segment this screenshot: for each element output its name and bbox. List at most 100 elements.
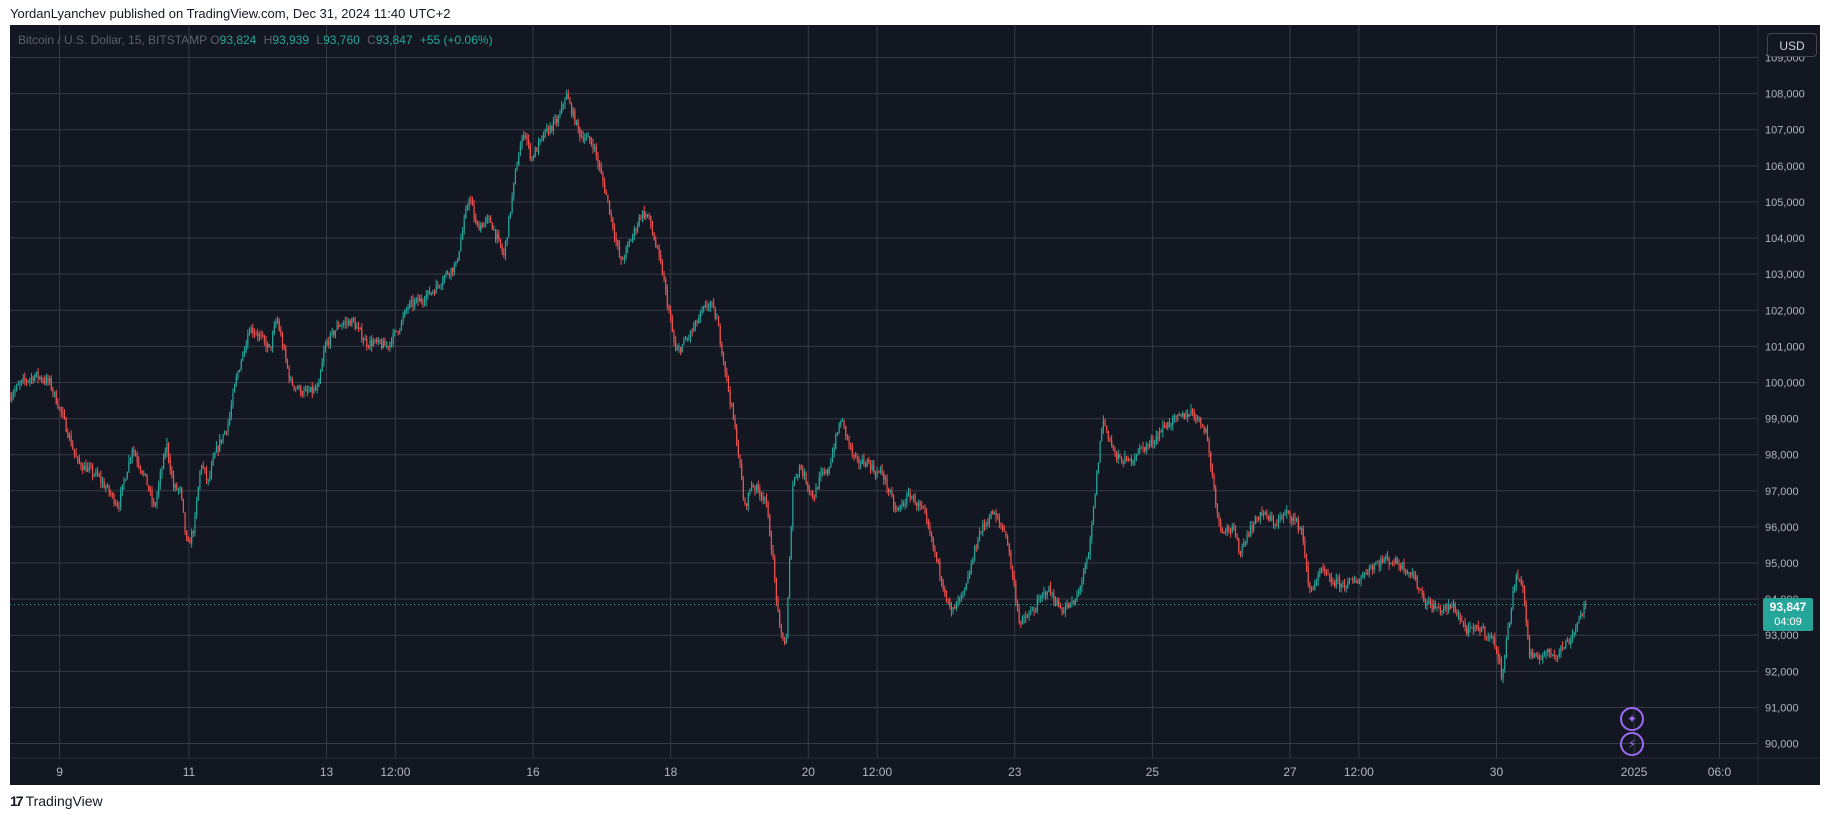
candle-body xyxy=(313,388,315,394)
candle-body xyxy=(197,486,199,501)
candle-body xyxy=(987,523,989,525)
candle-body xyxy=(344,321,346,324)
candle-body xyxy=(788,558,791,598)
candle-body xyxy=(921,506,923,507)
candle-body xyxy=(1086,558,1088,565)
candle-body xyxy=(121,484,123,493)
candle-body xyxy=(339,325,341,327)
candle-body xyxy=(425,295,427,302)
candle-body xyxy=(308,391,310,393)
candle-body xyxy=(437,284,439,286)
candle-body xyxy=(123,481,125,485)
symbol-legend[interactable]: Bitcoin / U.S. Dollar, 15, BITSTAMP O93,… xyxy=(18,33,493,47)
candle-body xyxy=(455,261,457,266)
candle-body xyxy=(1332,582,1334,584)
candle-body xyxy=(769,516,771,537)
candle-body xyxy=(1279,517,1281,519)
candle-body xyxy=(326,341,328,344)
candle-body xyxy=(599,164,601,168)
candle-body xyxy=(534,148,536,157)
candle-body xyxy=(1542,655,1544,660)
candle-body xyxy=(1284,513,1286,515)
candle-body xyxy=(1433,604,1435,611)
candle-body xyxy=(600,167,602,174)
candle-body xyxy=(486,218,488,220)
y-tick-label: 97,000 xyxy=(1765,486,1799,498)
candle-body xyxy=(1472,627,1474,631)
last-price-value: 93,847 xyxy=(1769,600,1807,614)
candle-body xyxy=(1431,603,1433,611)
candle-body xyxy=(1510,608,1512,623)
candle-body xyxy=(985,523,987,526)
candle-body xyxy=(187,540,189,542)
candle-body xyxy=(1153,442,1156,444)
candle-body xyxy=(1520,579,1522,585)
candle-body xyxy=(1340,583,1342,588)
candle-body xyxy=(845,425,847,436)
candle-body xyxy=(154,504,156,505)
candle-body xyxy=(1256,516,1258,519)
candle-body xyxy=(73,449,76,454)
candle-body xyxy=(1481,628,1483,633)
candle-body xyxy=(149,490,151,492)
candle-body xyxy=(1002,526,1004,530)
candle-body xyxy=(357,326,360,328)
candle-body xyxy=(1561,646,1564,649)
candle-body xyxy=(1106,425,1108,431)
sparkle-icon[interactable]: ✦ xyxy=(1620,707,1644,731)
candle-body xyxy=(810,491,812,492)
candle-body xyxy=(243,351,246,353)
candle-body xyxy=(1446,605,1448,610)
candle-body xyxy=(1423,594,1425,602)
candle-body xyxy=(101,481,104,483)
candle-body xyxy=(141,470,143,474)
candle-body xyxy=(1071,600,1073,603)
candle-body xyxy=(1078,590,1080,595)
currency-button[interactable]: USD xyxy=(1767,33,1817,57)
candle-body xyxy=(63,413,66,419)
lightning-icon[interactable]: ⚡ xyxy=(1620,732,1644,756)
candle-body xyxy=(592,144,594,149)
candle-body xyxy=(1314,583,1316,590)
candle-body xyxy=(780,625,782,633)
candle-body xyxy=(491,222,493,230)
candle-body xyxy=(456,259,459,262)
candle-body xyxy=(972,559,974,564)
candle-body xyxy=(1149,443,1151,446)
candle-body xyxy=(105,487,107,489)
candle-body xyxy=(164,452,166,456)
candle-body xyxy=(922,506,924,509)
chart-area[interactable]: 90,00091,00092,00093,00094,00095,00096,0… xyxy=(10,25,1820,785)
candle-body xyxy=(589,136,591,142)
candle-body xyxy=(757,484,759,490)
candle-body xyxy=(453,265,455,273)
candle-body xyxy=(1063,612,1065,613)
candle-body xyxy=(582,135,584,141)
candle-body xyxy=(831,452,834,462)
legend-close-value: 93,847 xyxy=(375,33,413,47)
candle-body xyxy=(1372,566,1374,570)
price-chart[interactable]: 90,00091,00092,00093,00094,00095,00096,0… xyxy=(10,25,1820,785)
candle-body xyxy=(978,531,981,542)
candle-body xyxy=(257,333,259,337)
candle-body xyxy=(595,147,597,156)
candle-body xyxy=(381,343,383,348)
candle-body xyxy=(1044,591,1047,596)
candle-body xyxy=(52,389,54,393)
candle-body xyxy=(214,452,216,458)
candle-body xyxy=(232,392,234,406)
candle-body xyxy=(1523,587,1526,603)
candle-body xyxy=(323,351,325,362)
candle-body xyxy=(1519,578,1521,580)
candle-body xyxy=(1020,621,1022,624)
candle-body xyxy=(1008,544,1010,552)
candle-body xyxy=(1556,656,1559,657)
candle-body xyxy=(275,320,277,326)
candle-body xyxy=(671,319,673,332)
candle-body xyxy=(1467,627,1470,634)
candle-body xyxy=(331,330,333,334)
candle-body xyxy=(324,343,327,352)
candle-body xyxy=(907,492,910,495)
candle-body xyxy=(1426,603,1428,606)
candle-body xyxy=(856,457,858,459)
